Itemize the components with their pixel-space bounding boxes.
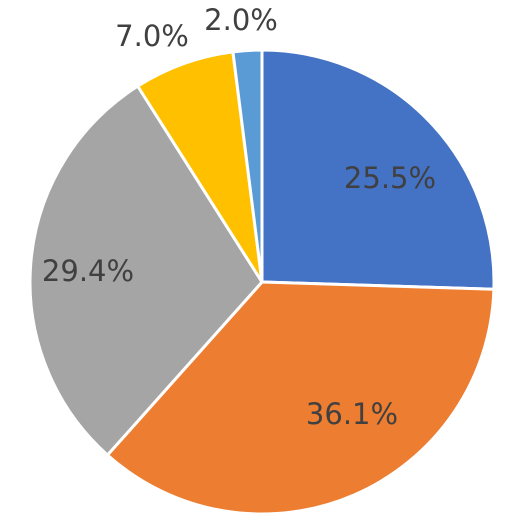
pie-slices [28, 48, 496, 516]
pie-slice-label-2: 36.1% [306, 397, 398, 431]
pie-slice-label-5: 2.0% [204, 3, 278, 37]
pie-slice-4 [136, 50, 264, 284]
pie-slice-label-1: 25.5% [344, 161, 436, 195]
pie-slice-1 [260, 48, 496, 291]
pie-slice-3 [28, 84, 264, 457]
pie-slice-5 [231, 48, 264, 284]
pie-slice-label-3: 29.4% [42, 254, 134, 288]
pie-labels: 25.5% 36.1% 29.4% 7.0% 2.0% [42, 3, 436, 431]
pie-slice-label-4: 7.0% [115, 19, 189, 53]
pie-slice-2 [105, 280, 496, 516]
